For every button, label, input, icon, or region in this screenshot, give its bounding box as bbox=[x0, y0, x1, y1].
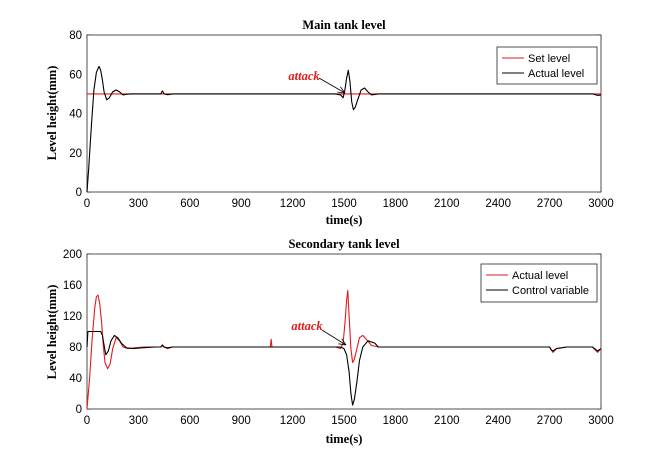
x-tick-label: 300 bbox=[129, 198, 148, 210]
y-tick-label: 40 bbox=[69, 373, 82, 385]
chart-title: Main tank level bbox=[302, 18, 386, 32]
y-tick-label: 40 bbox=[69, 109, 82, 121]
y-tick-label: 200 bbox=[63, 249, 82, 261]
y-tick-label: 60 bbox=[69, 69, 82, 81]
x-axis-label: time(s) bbox=[326, 432, 363, 446]
x-tick-label: 3000 bbox=[588, 198, 614, 210]
x-tick-label: 1800 bbox=[383, 415, 409, 427]
attack-label: attack bbox=[288, 69, 320, 83]
x-tick-label: 0 bbox=[84, 198, 90, 210]
x-tick-label: 1500 bbox=[331, 198, 357, 210]
y-tick-label: 120 bbox=[63, 311, 82, 323]
y-tick-label: 80 bbox=[69, 342, 82, 354]
x-tick-label: 300 bbox=[129, 415, 148, 427]
legend-box bbox=[496, 46, 598, 85]
y-ticks: 0 20 40 60 80 bbox=[69, 30, 601, 199]
legend: Set level Actual level bbox=[496, 46, 598, 85]
x-tick-label: 2700 bbox=[537, 198, 563, 210]
x-tick-label: 600 bbox=[180, 415, 199, 427]
x-tick-label: 600 bbox=[180, 198, 199, 210]
series-line-control-variable bbox=[86, 330, 602, 406]
series-line-actual-level bbox=[86, 65, 602, 193]
x-tick-label: 2100 bbox=[434, 198, 460, 210]
y-tick-label: 0 bbox=[76, 187, 82, 199]
x-tick-label: 1200 bbox=[280, 198, 306, 210]
x-tick-label: 1500 bbox=[331, 415, 357, 427]
x-tick-label: 900 bbox=[232, 198, 251, 210]
x-tick-label: 1800 bbox=[383, 198, 409, 210]
legend-entry: Actual level bbox=[512, 270, 568, 282]
attack-arrow-head bbox=[338, 338, 347, 346]
attack-annotation: attack bbox=[288, 69, 346, 94]
legend-entry: Actual level bbox=[528, 68, 584, 80]
attack-arrow-line bbox=[318, 77, 346, 94]
legend-box bbox=[480, 263, 598, 303]
y-tick-label: 0 bbox=[76, 404, 82, 416]
legend-entry: Control variable bbox=[512, 285, 589, 297]
chart-title: Secondary tank level bbox=[288, 237, 400, 251]
x-tick-label: 900 bbox=[232, 415, 251, 427]
y-tick-label: 80 bbox=[69, 30, 82, 42]
attack-label: attack bbox=[291, 319, 323, 333]
x-tick-label: 3000 bbox=[588, 415, 614, 427]
main-tank-chart: Main tank level 0 300 600 900 1200 1500 1800 21… bbox=[45, 18, 614, 227]
plot-area bbox=[86, 253, 602, 410]
secondary-tank-chart: Secondary tank level 0 300 600 900 1200 1500 1… bbox=[45, 237, 614, 446]
y-tick-label: 160 bbox=[63, 280, 82, 292]
legend-entry: Set level bbox=[528, 53, 570, 65]
x-tick-label: 2700 bbox=[537, 415, 563, 427]
x-ticks: 0 300 600 900 1200 1500 1800 2100 2400 2700 3000 bbox=[84, 35, 614, 210]
attack-annotation: attack bbox=[291, 319, 347, 346]
x-tick-label: 1200 bbox=[280, 415, 306, 427]
x-tick-label: 2400 bbox=[485, 415, 511, 427]
x-tick-label: 0 bbox=[84, 415, 90, 427]
y-axis-label: Level height(mm) bbox=[45, 66, 59, 161]
x-tick-label: 2100 bbox=[434, 415, 460, 427]
y-axis-label: Level height(mm) bbox=[45, 285, 59, 380]
attack-arrow-head bbox=[337, 86, 346, 94]
x-axis-label: time(s) bbox=[326, 213, 363, 227]
y-tick-label: 20 bbox=[69, 148, 82, 160]
attack-arrow-line bbox=[321, 329, 347, 346]
x-ticks: 0 300 600 900 1200 1500 1800 2100 2400 2700 3000 bbox=[84, 254, 614, 427]
legend: Actual level Control variable bbox=[480, 263, 598, 303]
x-tick-label: 2400 bbox=[485, 198, 511, 210]
